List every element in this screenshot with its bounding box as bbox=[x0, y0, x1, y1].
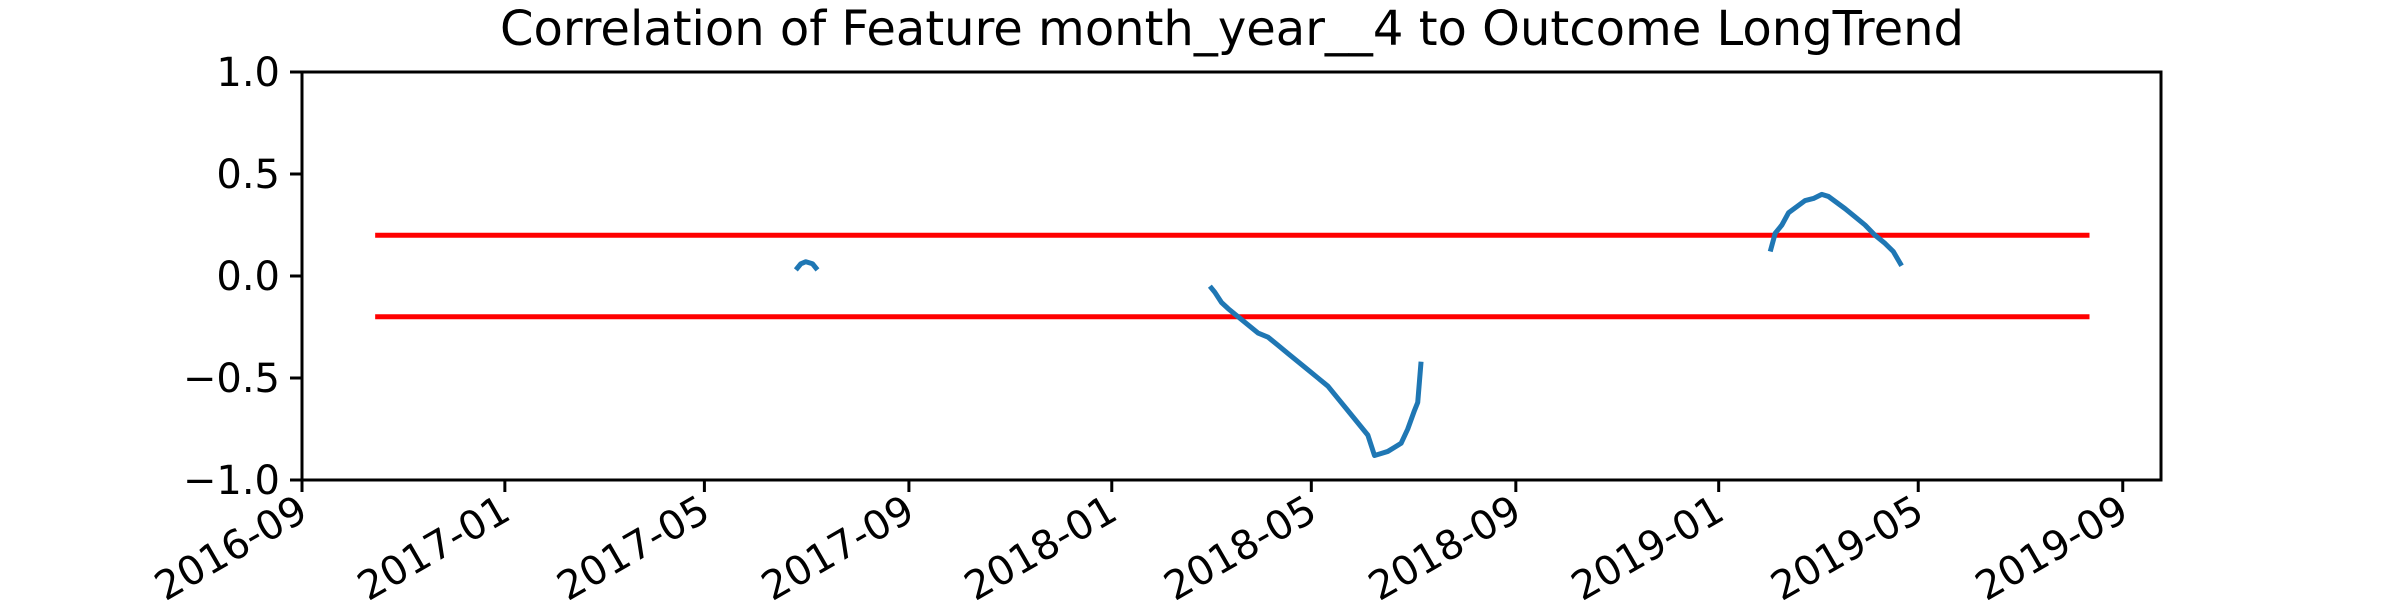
x-tick-label-3: 2017-09 bbox=[754, 487, 922, 600]
y-tick-label-2: 0.0 bbox=[216, 254, 280, 300]
x-tick-label-7: 2019-01 bbox=[1564, 487, 1732, 600]
y-axis: −1.0 −0.5 0.0 0.5 1.0 bbox=[183, 50, 302, 504]
series-0-segment-1 bbox=[1207, 284, 1424, 459]
x-tick-label-5: 2018-05 bbox=[1157, 487, 1325, 600]
plot-marks bbox=[375, 191, 2090, 459]
y-tick-label-4: 1.0 bbox=[216, 50, 280, 96]
series-0-segment-0 bbox=[793, 259, 820, 272]
chart-title: Correlation of Feature month_year__4 to … bbox=[500, 1, 1964, 57]
x-tick-label-8: 2019-05 bbox=[1763, 487, 1931, 600]
series-0-segment-2 bbox=[1767, 191, 1904, 268]
x-tick-label-4: 2018-01 bbox=[957, 487, 1125, 600]
y-tick-label-0: −1.0 bbox=[183, 458, 280, 504]
x-tick-label-9: 2019-09 bbox=[1968, 487, 2136, 600]
x-tick-label-2: 2017-05 bbox=[550, 487, 718, 600]
plot-frame bbox=[300, 70, 2163, 482]
x-tick-label-6: 2018-09 bbox=[1361, 487, 1529, 600]
x-axis: 2016-09 2017-01 2017-05 2017-09 2018-01 2018-… bbox=[147, 480, 2136, 600]
x-tick-label-1: 2017-01 bbox=[350, 487, 518, 600]
y-tick-label-3: 0.5 bbox=[216, 152, 280, 198]
y-tick-label-1: −0.5 bbox=[183, 356, 280, 402]
